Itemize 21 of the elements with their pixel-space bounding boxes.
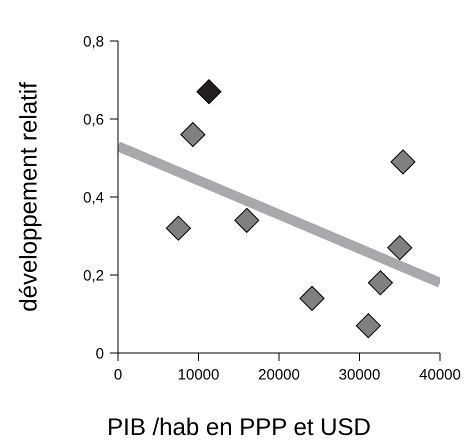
point [300,286,325,311]
x-tick-label: 10000 [178,366,220,384]
x-tick-label: 40000 [419,366,461,384]
point [356,313,381,338]
point [166,216,191,241]
x-tick-label: 30000 [338,366,380,384]
y-tick-label: 0,4 [83,189,104,206]
y-tick-label: 0,2 [83,267,104,284]
point [180,122,206,148]
point [234,208,260,233]
y-tick-label: 0 [96,345,104,362]
point [196,79,222,104]
x-tick-label: 20000 [258,366,300,384]
y-tick-label: 0,8 [83,33,104,50]
y-tick-label: 0,6 [83,111,104,128]
point [387,235,412,260]
point [390,149,416,174]
x-tick-label: 0 [114,366,122,384]
y-axis-title: développement relatif [16,82,43,312]
x-axis-title: PIB /hab en PPP et USD [107,414,371,441]
point [368,270,393,296]
